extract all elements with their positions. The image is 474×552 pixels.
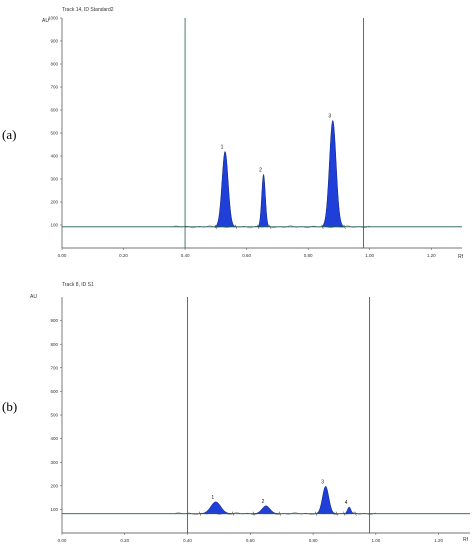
- x-tick-label: 0.20: [120, 538, 129, 543]
- y-tick-label: 500: [50, 131, 58, 136]
- peak-label: 2: [262, 499, 265, 505]
- panel-label: (a): [2, 127, 16, 142]
- y-tick-label: 400: [50, 154, 58, 159]
- x-tick-label: 1.20: [427, 253, 436, 258]
- track-title: Track 8, ID S1: [62, 282, 94, 288]
- x-axis-unit-label: Rf: [463, 537, 469, 543]
- y-tick-label: 800: [50, 342, 58, 347]
- peak-label: 2: [259, 167, 262, 173]
- chromatogram-panel-b: (b) Track 8, ID S1 AU Rf 100 200 300 400 500…: [2, 282, 470, 543]
- track-title: Track 14, ID Standard2: [62, 7, 114, 13]
- peak-label: 3: [321, 479, 324, 485]
- x-tick-label: 0.20: [119, 253, 128, 258]
- y-tick-label: 300: [50, 460, 58, 465]
- x-tick-label: 1.00: [365, 253, 374, 258]
- y-tick-label: 500: [50, 413, 58, 418]
- y-tick-label: 900: [50, 39, 58, 44]
- y-tick-label: 200: [50, 200, 58, 205]
- peak-area: [257, 173, 270, 228]
- x-tick-label: 0.60: [242, 253, 251, 258]
- x-tick-label: 0.80: [309, 538, 318, 543]
- y-tick-label: 100: [50, 223, 58, 228]
- x-tick-label: 1.20: [434, 538, 443, 543]
- peak-label: 1: [221, 144, 224, 150]
- peak-area: [321, 119, 345, 228]
- y-tick-label: 400: [50, 436, 58, 441]
- x-tick-label: 0.80: [304, 253, 313, 258]
- y-tick-label: 900: [50, 318, 58, 323]
- chromatogram-panel-a: (a) Track 14, ID Standard2 AU Rf 100 200 3…: [2, 7, 464, 260]
- x-tick-label: 0.40: [183, 538, 192, 543]
- peak-area: [252, 505, 280, 514]
- peak-area: [199, 501, 233, 514]
- x-tick-label: 0.00: [58, 538, 67, 543]
- x-axis-unit-label: Rf: [458, 254, 464, 260]
- peak-label: 4: [345, 500, 348, 506]
- x-tick-label: 0.60: [246, 538, 255, 543]
- y-tick-label: 700: [50, 365, 58, 370]
- y-tick-label: 100: [50, 507, 58, 512]
- y-tick-label: 1000: [48, 16, 59, 21]
- y-tick-label: 700: [50, 85, 58, 90]
- y-tick-label: 300: [50, 177, 58, 182]
- y-tick-label: 800: [50, 62, 58, 67]
- x-tick-label: 0.40: [181, 253, 190, 258]
- peak-label: 1: [211, 495, 214, 501]
- panel-label: (b): [2, 399, 17, 414]
- peak-label: 3: [328, 113, 331, 119]
- y-tick-label: 600: [50, 389, 58, 394]
- x-tick-label: 1.00: [371, 538, 380, 543]
- peak-area: [214, 150, 236, 228]
- x-tick-label: 0.00: [58, 253, 67, 258]
- peak-area: [315, 485, 337, 514]
- y-axis-unit-label: AU: [42, 18, 49, 24]
- y-tick-label: 600: [50, 108, 58, 113]
- y-axis-unit-label: AU: [30, 294, 37, 300]
- y-tick-label: 200: [50, 483, 58, 488]
